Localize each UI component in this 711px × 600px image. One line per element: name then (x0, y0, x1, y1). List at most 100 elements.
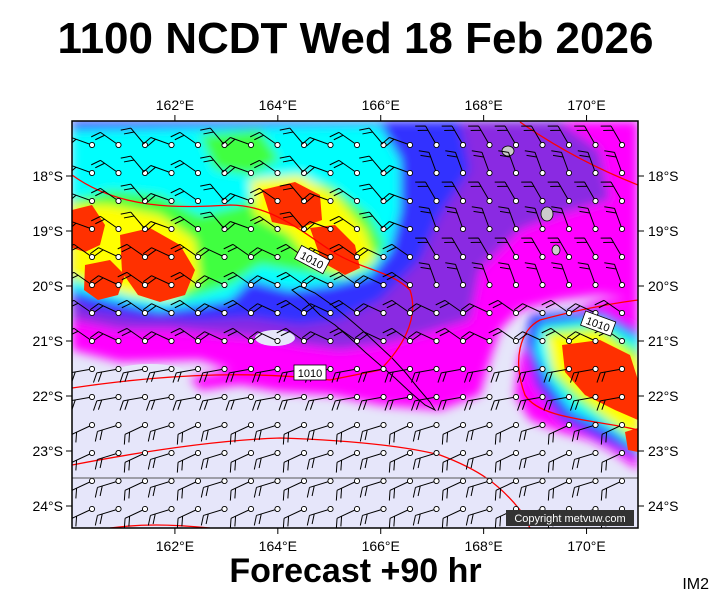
wind-barb-station (221, 393, 228, 401)
wind-barb-shaft (600, 480, 623, 501)
wind-barb (200, 183, 228, 205)
wind-barb-shaft (253, 424, 278, 442)
wind-barb-station (459, 449, 467, 457)
wind-barb-station (327, 225, 334, 233)
wind-barb (498, 206, 520, 233)
wind-barb-station (88, 421, 96, 429)
wind-barb-shaft (437, 368, 464, 383)
wind-barb-station (433, 477, 440, 485)
wind-barb (412, 421, 440, 442)
rain-core-red-southwest (84, 260, 125, 300)
wind-barb (94, 505, 122, 526)
map-ticks (66, 115, 644, 534)
wind-barb (331, 393, 361, 411)
wind-barb-shaft (359, 480, 384, 498)
wind-barb-station (115, 169, 122, 177)
wind-barb-shaft (301, 165, 331, 175)
wind-barb-shaft (513, 331, 543, 342)
wind-barb-shaft (488, 327, 517, 342)
wind-barb-station (327, 393, 334, 401)
wind-barb-station (115, 505, 122, 513)
wind-barb-station (247, 253, 255, 261)
wind-barb-station (380, 337, 387, 345)
wind-barb-shaft (170, 159, 199, 174)
wind-barb (441, 449, 467, 473)
wind-barb (176, 477, 202, 501)
wind-barb-station (512, 253, 520, 261)
wind-barb (418, 150, 440, 177)
wind-barb (388, 505, 414, 528)
wind-barb-station (539, 365, 546, 373)
wind-barb-station (618, 141, 626, 149)
wind-barb-station (141, 365, 149, 373)
wind-barb (445, 150, 467, 177)
wind-barb-shaft (490, 396, 517, 411)
wind-barb-station (327, 253, 334, 261)
wind-barb-shaft (468, 237, 490, 258)
wind-barb (176, 505, 202, 528)
wind-barb-shaft (93, 368, 119, 383)
wind-barb (91, 215, 122, 233)
wind-barb-shaft (551, 150, 570, 174)
wind-barb-shaft (223, 327, 252, 342)
map-frame (71, 120, 639, 529)
wind-barb-shaft (566, 303, 596, 314)
wind-barb-shaft (335, 480, 358, 501)
wind-barb (335, 477, 361, 501)
wind-barb (524, 206, 546, 233)
wind-barb-shaft (248, 247, 278, 258)
wind-barb-station (194, 281, 202, 289)
wind-barb-shaft (577, 206, 596, 230)
wind-barb (543, 393, 573, 411)
rain-core-red-east-south (625, 428, 638, 452)
wind-barb-station (565, 449, 573, 457)
wind-barb-shaft (465, 424, 490, 442)
wind-barb (354, 331, 387, 345)
wind-barb (170, 327, 202, 345)
wind-barb (521, 181, 546, 205)
wind-barb (359, 477, 387, 498)
wind-barb-station (459, 225, 467, 233)
wind-barb-station (327, 421, 334, 429)
wind-barb (329, 215, 361, 233)
wind-barb-shaft (460, 303, 490, 314)
wind-barb-station (406, 197, 414, 205)
wind-barb-station (618, 253, 626, 261)
wind-barb (441, 125, 467, 149)
wind-barb-station (539, 477, 546, 485)
wind-barb (382, 243, 414, 261)
wind-barb-shaft (465, 480, 490, 498)
wind-barb-station (194, 225, 202, 233)
wind-barb-shaft (600, 237, 623, 258)
island-vanuatu-mid (540, 206, 554, 222)
wind-barb-station (221, 253, 228, 261)
wind-barb-shaft (574, 237, 596, 258)
wind-barb-shaft (441, 237, 464, 258)
wind-barb (468, 125, 493, 149)
wind-barb-station (194, 421, 202, 429)
wind-barb (551, 262, 573, 289)
wind-barb-station (221, 477, 228, 485)
wind-barb-shaft (465, 452, 490, 470)
wind-barb-station (141, 337, 149, 345)
wind-barb-shaft (329, 215, 358, 230)
wind-barb-station (512, 337, 520, 345)
wind-barb-shaft (407, 303, 437, 314)
wind-barb (570, 365, 599, 383)
wind-barb-shaft (279, 211, 305, 230)
wind-barb-station (247, 309, 255, 317)
wind-barb-shaft (471, 262, 490, 286)
wind-barb (142, 221, 175, 233)
wind-barb-shaft (381, 193, 411, 203)
wind-barb (195, 247, 228, 261)
wind-barb-station (565, 421, 573, 429)
wind-barb-station (88, 253, 96, 261)
wind-barb (229, 477, 255, 501)
wind-barb-shaft (123, 508, 146, 528)
wind-barb-station (433, 393, 440, 401)
wind-barb-station (194, 141, 202, 149)
wind-barb-station (115, 281, 122, 289)
wind-barb (142, 275, 175, 289)
wind-barb-shaft (176, 508, 199, 528)
wind-barb-shaft (229, 480, 252, 501)
